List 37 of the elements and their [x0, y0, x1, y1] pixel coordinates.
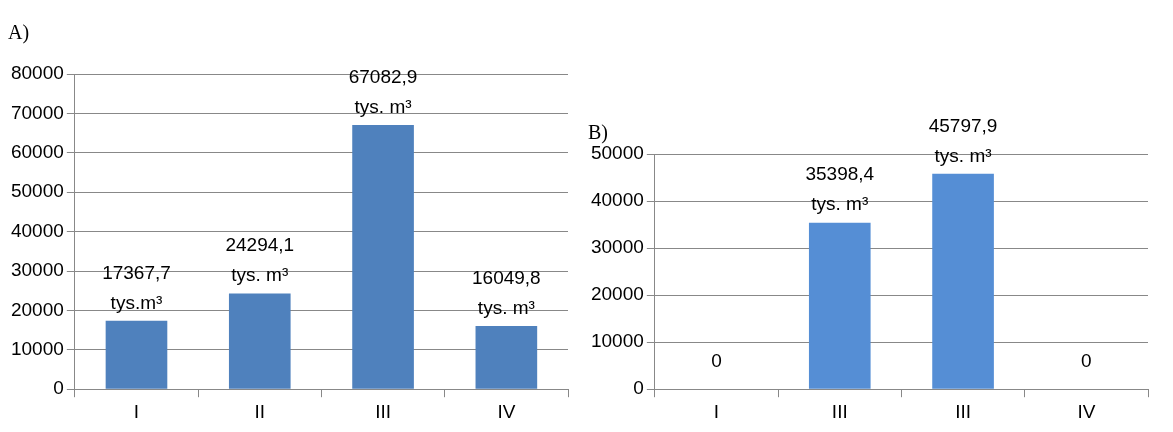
x-tick-label: IV [497, 400, 516, 422]
bar [228, 293, 291, 389]
y-tick-label: 40000 [590, 189, 644, 211]
data-label: 16049,8 tys. m³ [472, 266, 541, 318]
y-tick-label: 60000 [10, 141, 64, 163]
data-label: 17367,7 tys.m³ [102, 261, 171, 313]
x-tick-label: I [133, 400, 140, 422]
y-tick-label: 30000 [10, 259, 64, 281]
y-tick-label: 50000 [10, 180, 64, 202]
y-tick-label: 0 [53, 377, 64, 399]
x-tick-label: III [375, 400, 391, 422]
x-tick-label: II [254, 400, 266, 422]
bar [475, 325, 538, 389]
y-tick-label: 70000 [10, 101, 64, 123]
x-tick-label: IV [1077, 400, 1096, 422]
data-label: 24294,1 tys. m³ [225, 234, 295, 286]
chart-title: A) [8, 21, 30, 45]
y-tick-label: 80000 [10, 62, 64, 84]
y-tick-label: 20000 [10, 298, 64, 320]
chart-title: B) [588, 121, 608, 145]
y-tick-label: 30000 [590, 236, 644, 258]
y-tick-label: 10000 [10, 338, 64, 360]
x-tick-label: III [955, 400, 971, 422]
bar [105, 320, 168, 389]
y-tick-label: 40000 [10, 219, 64, 241]
data-label: 0 [1081, 349, 1092, 371]
x-tick-label: I [713, 400, 720, 422]
y-tick-label: 10000 [590, 330, 644, 352]
data-label: 0 [711, 349, 722, 371]
y-tick-label: 50000 [590, 142, 644, 164]
x-tick-label: III [831, 400, 848, 422]
data-label: 67082,9 tys. m³ [348, 65, 418, 117]
bar [352, 124, 414, 389]
data-label: 45797,9 tys. m³ [928, 114, 998, 166]
y-tick-label: 0 [633, 377, 644, 399]
y-tick-label: 20000 [590, 283, 644, 305]
data-label: 35398,4 tys. m³ [805, 163, 875, 215]
